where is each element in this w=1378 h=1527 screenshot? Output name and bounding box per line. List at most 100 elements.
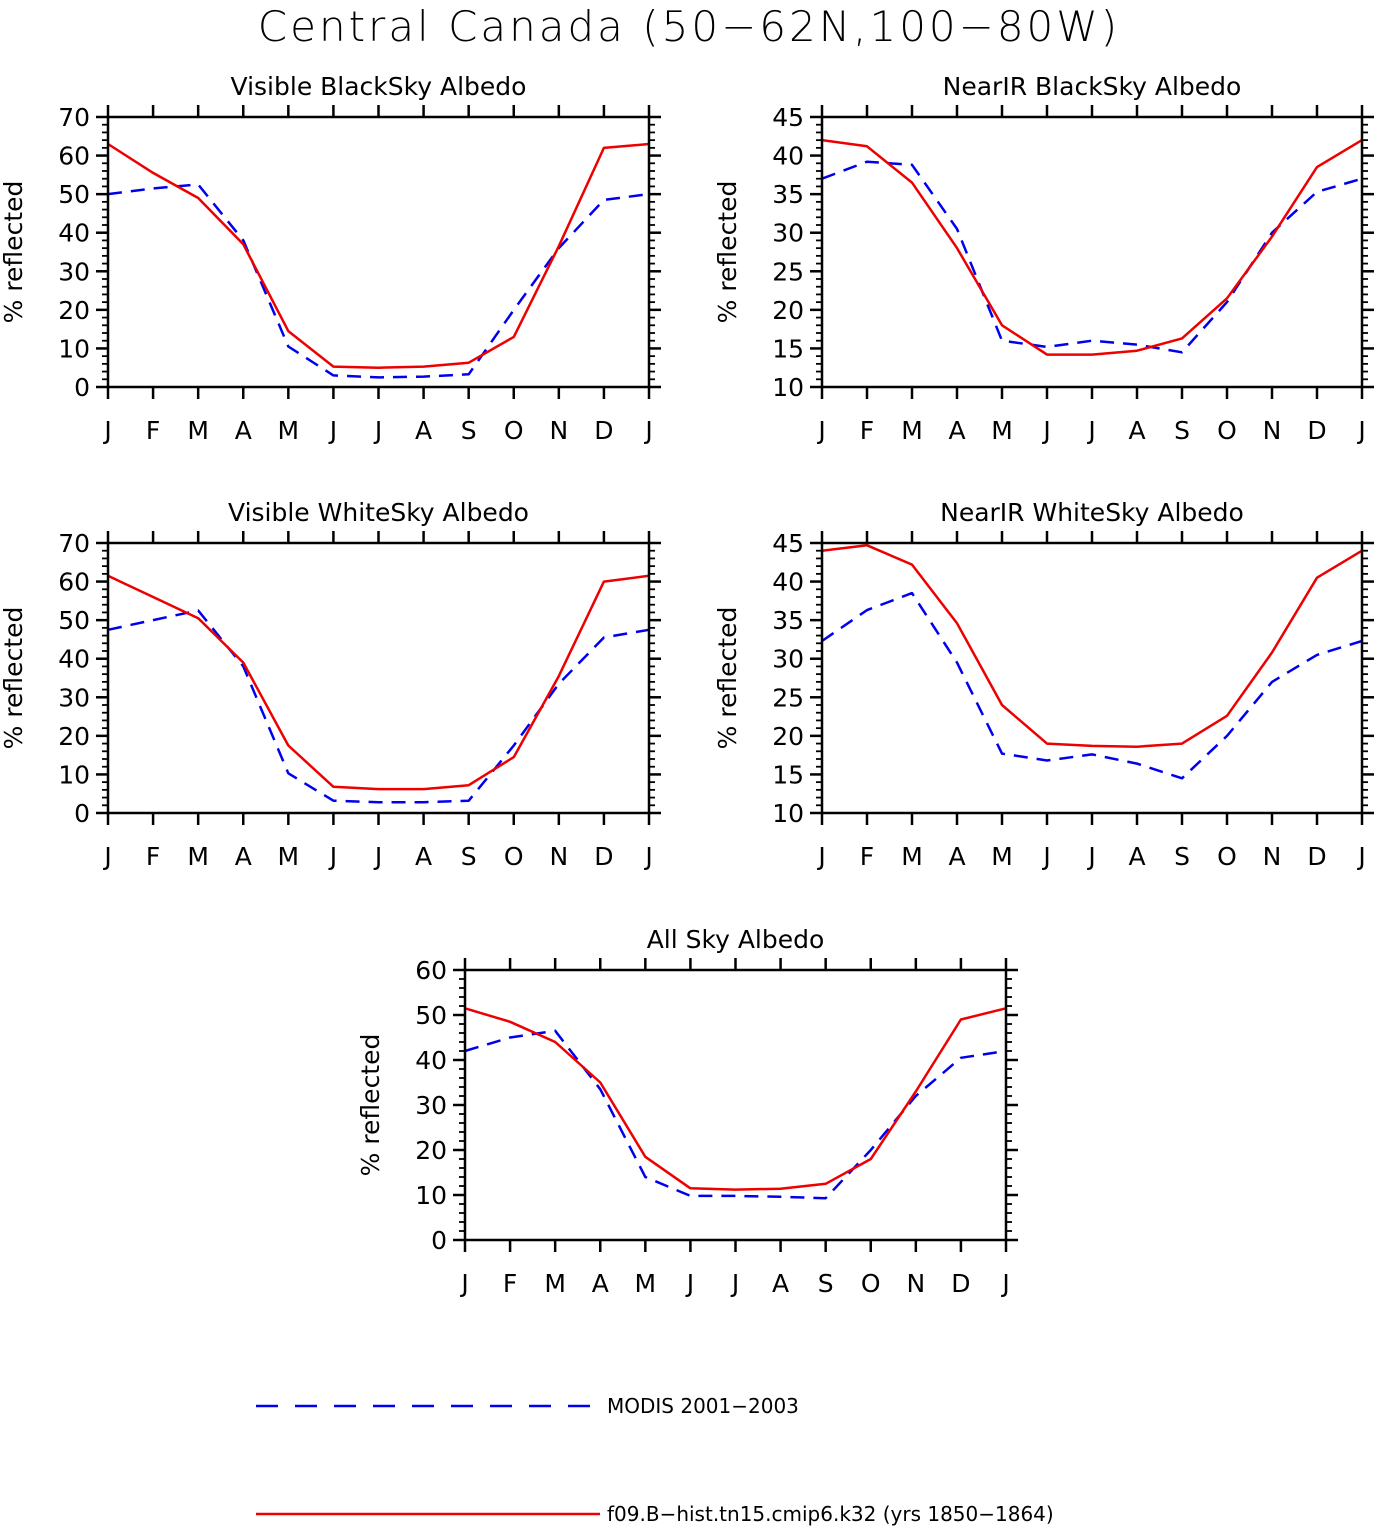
x-tick-label: J [816,842,825,871]
x-tick-label: J [816,416,825,445]
plot-frame [106,115,651,389]
y-tick-label: 20 [772,296,804,325]
x-tick-label: J [1356,416,1365,445]
y-tick-label: 10 [772,373,804,402]
x-tick-label: F [503,1269,517,1298]
y-tick-label: 40 [58,219,90,248]
x-tick-label: J [373,842,382,871]
x-tick-label: S [1174,842,1190,871]
y-tick-label: 70 [58,529,90,558]
x-tick-label: M [187,842,209,871]
y-tick-label: 20 [58,722,90,751]
x-tick-label: J [459,1269,468,1298]
series-line-model [821,544,1363,748]
series-line-model [107,574,650,791]
x-tick-label: M [544,1269,566,1298]
panel-title: NearIR BlackSky Albedo [943,72,1242,101]
x-tick-label: J [102,842,111,871]
plot-frame [106,541,651,815]
x-tick-label: D [1307,416,1326,445]
x-tick-label: M [991,416,1013,445]
y-tick-label: 25 [772,683,804,712]
x-tick-label: J [102,416,111,445]
x-tick-label: A [592,1269,609,1298]
y-axis-label: % reflected [713,607,742,750]
x-tick-label: A [1128,416,1145,445]
x-tick-label: S [461,416,477,445]
series-line-model [107,142,650,369]
y-tick-label: 15 [772,760,804,789]
y-tick-label: 30 [58,257,90,286]
x-tick-label: J [1086,842,1095,871]
x-tick-label: N [549,842,568,871]
legend-label-model: f09.B−hist.tn15.cmip6.k32 (yrs 1850−1864… [607,1502,1054,1526]
x-tick-label: M [901,416,923,445]
x-tick-label: N [549,416,568,445]
x-tick-label: J [1086,416,1095,445]
legend: MODIS 2001−2003 f09.B−hist.tn15.cmip6.k3… [256,1394,1054,1526]
x-tick-label: J [1356,842,1365,871]
x-tick-label: O [861,1269,881,1298]
x-tick-label: N [906,1269,925,1298]
x-tick-label: S [818,1269,834,1298]
series-line-obs [464,1029,1007,1200]
y-tick-label: 30 [772,645,804,674]
series-line-obs [821,591,1363,780]
y-tick-label: 40 [58,645,90,674]
x-tick-label: M [187,416,209,445]
x-tick-label: J [373,416,382,445]
y-axis-label: % reflected [0,181,28,324]
x-tick-label: M [901,842,923,871]
x-tick-label: M [991,842,1013,871]
series-line-obs [107,183,650,379]
x-tick-label: J [328,416,337,445]
main-title: Central Canada (50−62N,100−80W) [257,2,1121,51]
y-tick-label: 40 [772,142,804,171]
y-axis-label: % reflected [0,607,28,750]
y-tick-label: 60 [58,142,90,171]
y-tick-label: 0 [431,1226,447,1255]
y-tick-label: 10 [415,1181,447,1210]
x-tick-label: N [1263,842,1282,871]
x-tick-label: M [278,416,300,445]
x-tick-label: J [1000,1269,1009,1298]
plot-frame [820,541,1364,815]
x-tick-label: A [948,842,965,871]
series-line-model [821,138,1363,356]
y-tick-label: 40 [415,1046,447,1075]
y-tick-label: 10 [772,799,804,828]
panel-title: Visible WhiteSky Albedo [228,498,529,527]
x-tick-label: M [278,842,300,871]
y-tick-label: 45 [772,103,804,132]
y-tick-label: 20 [415,1136,447,1165]
panel-title: NearIR WhiteSky Albedo [940,498,1244,527]
y-tick-label: 30 [415,1091,447,1120]
plot-frame [463,968,1008,1242]
x-tick-label: A [415,416,432,445]
y-tick-label: 25 [772,257,804,286]
y-tick-label: 10 [58,760,90,789]
x-tick-label: J [328,842,337,871]
x-tick-label: A [1128,842,1145,871]
x-tick-label: J [643,842,652,871]
x-tick-label: O [504,842,524,871]
y-tick-label: 60 [58,568,90,597]
x-tick-label: O [504,416,524,445]
series-line-obs [107,609,650,804]
y-tick-label: 40 [772,568,804,597]
x-tick-label: J [730,1269,739,1298]
legend-label-obs: MODIS 2001−2003 [607,1394,799,1418]
x-tick-label: J [643,416,652,445]
x-tick-label: O [1217,416,1237,445]
y-axis-label: % reflected [713,181,742,324]
y-tick-label: 50 [58,606,90,635]
x-tick-label: D [1307,842,1326,871]
plot-frame [820,115,1364,389]
y-tick-label: 45 [772,529,804,558]
